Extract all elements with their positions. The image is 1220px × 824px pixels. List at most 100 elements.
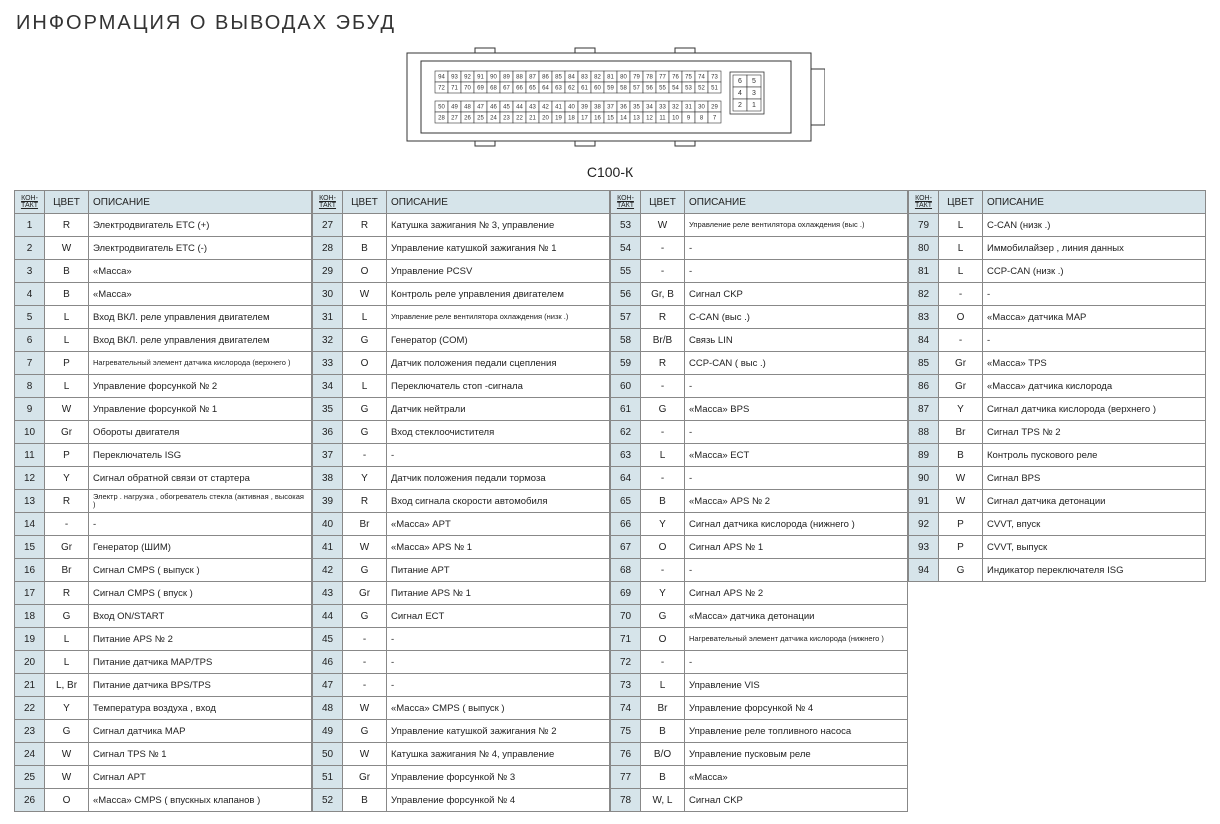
wire-color: Gr	[939, 375, 983, 398]
pin-number: 19	[15, 628, 45, 651]
wire-color: -	[641, 559, 685, 582]
pin-description: Управление реле вентилятора охлаждения (…	[685, 214, 908, 237]
wire-color: Br	[45, 559, 89, 582]
table-row: 56Gr, BСигнал CKP	[611, 283, 908, 306]
table-row: 65B«Масса» APS № 2	[611, 490, 908, 513]
pin-number: 76	[611, 743, 641, 766]
table-row: 12YСигнал обратной связи от стартера	[15, 467, 312, 490]
table-row: 36GВход стеклоочистителя	[313, 421, 610, 444]
pin-description: CVVT, выпуск	[983, 536, 1206, 559]
pin-description: -	[387, 628, 610, 651]
header-color: ЦВЕТ	[939, 191, 983, 214]
table-row: 63L«Масса» ECT	[611, 444, 908, 467]
pin-description: «Масса» APS № 2	[685, 490, 908, 513]
wire-color: R	[641, 306, 685, 329]
wire-color: P	[939, 513, 983, 536]
table-row: 93PCVVT, выпуск	[909, 536, 1206, 559]
wire-color: W	[343, 536, 387, 559]
wire-color: -	[343, 628, 387, 651]
pinout-table: КОН-ТАКТЦВЕТОПИСАНИЕ53WУправление реле в…	[610, 190, 908, 812]
pin-description: Вход стеклоочистителя	[387, 421, 610, 444]
table-row: 52BУправление форсункой № 4	[313, 789, 610, 812]
pin-description: Генератор (COM)	[387, 329, 610, 352]
pin-description: Управление катушкой зажигания № 1	[387, 237, 610, 260]
pin-number: 43	[313, 582, 343, 605]
table-row: 58Br/BСвязь LIN	[611, 329, 908, 352]
svg-text:36: 36	[620, 105, 627, 111]
pin-description: «Масса» APS № 1	[387, 536, 610, 559]
pin-description: Нагревательный элемент датчика кислорода…	[685, 628, 908, 651]
table-row: 64--	[611, 467, 908, 490]
table-row: 94GИндикатор переключателя ISG	[909, 559, 1206, 582]
svg-text:50: 50	[438, 105, 445, 111]
svg-text:34: 34	[646, 105, 653, 111]
pin-number: 36	[313, 421, 343, 444]
pin-number: 37	[313, 444, 343, 467]
pin-description: CCP-CAN (низк .)	[983, 260, 1206, 283]
wire-color: L	[45, 375, 89, 398]
svg-text:46: 46	[490, 105, 497, 111]
pin-description: Сигнал датчика кислорода (верхнего )	[983, 398, 1206, 421]
table-row: 19LПитание APS № 2	[15, 628, 312, 651]
svg-text:82: 82	[594, 75, 601, 81]
table-row: 69YСигнал APS № 2	[611, 582, 908, 605]
table-row: 83O«Масса» датчика MAP	[909, 306, 1206, 329]
wire-color: B	[939, 444, 983, 467]
table-row: 28BУправление катушкой зажигания № 1	[313, 237, 610, 260]
pin-description: Датчик нейтрали	[387, 398, 610, 421]
wire-color: O	[641, 628, 685, 651]
table-row: 86Gr«Масса» датчика кислорода	[909, 375, 1206, 398]
pin-number: 82	[909, 283, 939, 306]
header-color: ЦВЕТ	[641, 191, 685, 214]
pin-description: -	[685, 421, 908, 444]
wire-color: P	[45, 444, 89, 467]
svg-text:71: 71	[451, 86, 458, 92]
svg-text:94: 94	[438, 75, 445, 81]
svg-text:47: 47	[477, 105, 484, 111]
wire-color: L, Br	[45, 674, 89, 697]
pin-number: 80	[909, 237, 939, 260]
svg-text:51: 51	[711, 86, 718, 92]
wire-color: -	[939, 283, 983, 306]
svg-text:44: 44	[516, 105, 523, 111]
svg-text:4: 4	[738, 90, 742, 97]
pin-number: 57	[611, 306, 641, 329]
svg-text:19: 19	[555, 116, 562, 122]
header-pin: КОН-ТАКТ	[611, 191, 641, 214]
pin-description: Управление форсункой № 1	[89, 398, 312, 421]
table-row: 53WУправление реле вентилятора охлаждени…	[611, 214, 908, 237]
table-row: 48W«Масса» CMPS ( выпуск )	[313, 697, 610, 720]
pin-number: 49	[313, 720, 343, 743]
table-row: 45--	[313, 628, 610, 651]
wire-color: G	[45, 605, 89, 628]
pin-description: «Масса» CMPS ( впускных клапанов )	[89, 789, 312, 812]
table-row: 89BКонтроль пускового реле	[909, 444, 1206, 467]
pin-number: 78	[611, 789, 641, 812]
wire-color: R	[45, 214, 89, 237]
pin-number: 86	[909, 375, 939, 398]
table-row: 54--	[611, 237, 908, 260]
table-row: 78W, LСигнал CKP	[611, 789, 908, 812]
svg-text:20: 20	[542, 116, 549, 122]
pin-number: 30	[313, 283, 343, 306]
pin-number: 79	[909, 214, 939, 237]
wire-color: R	[343, 214, 387, 237]
svg-text:29: 29	[711, 105, 718, 111]
svg-text:80: 80	[620, 75, 627, 81]
svg-text:1: 1	[752, 102, 756, 109]
pin-number: 51	[313, 766, 343, 789]
wire-color: O	[939, 306, 983, 329]
wire-color: G	[343, 605, 387, 628]
pin-description: «Масса»	[89, 260, 312, 283]
svg-text:10: 10	[672, 116, 679, 122]
table-row: 46--	[313, 651, 610, 674]
wire-color: Br	[939, 421, 983, 444]
pin-number: 50	[313, 743, 343, 766]
svg-text:72: 72	[438, 86, 445, 92]
pin-description: Сигнал ECT	[387, 605, 610, 628]
table-row: 39RВход сигнала скорости автомобиля	[313, 490, 610, 513]
pin-number: 39	[313, 490, 343, 513]
wire-color: W, L	[641, 789, 685, 812]
wire-color: L	[939, 260, 983, 283]
pin-number: 3	[15, 260, 45, 283]
